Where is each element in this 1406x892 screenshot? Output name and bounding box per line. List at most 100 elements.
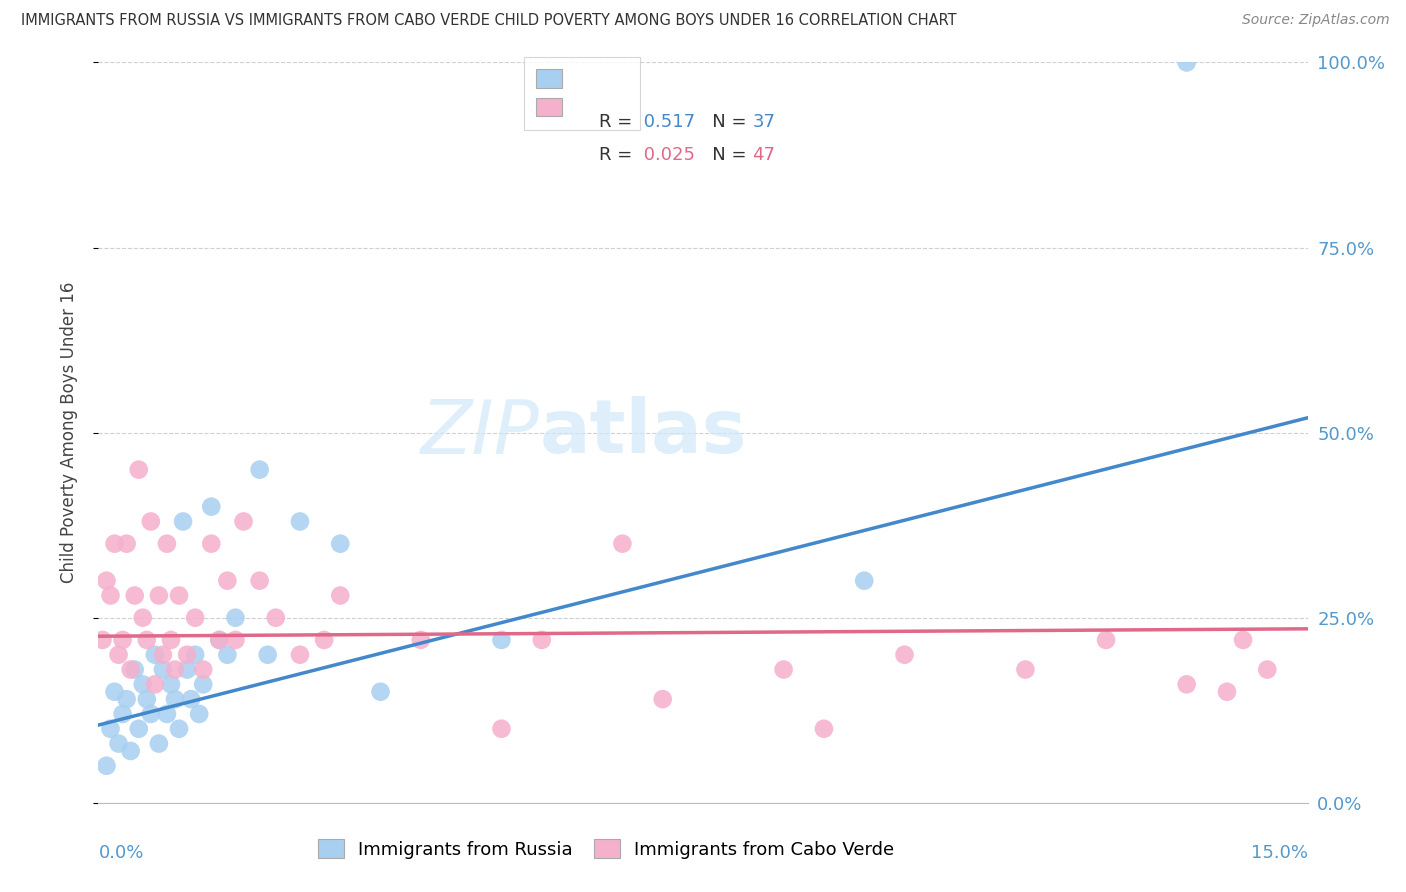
Point [530,632,553,647]
Point [651,692,673,706]
Point [163,663,186,677]
Text: 0.517: 0.517 [638,113,696,131]
Point [1175,55,1198,70]
Point [167,589,190,603]
Point [893,648,915,662]
Text: 15.0%: 15.0% [1250,844,1308,862]
Point [224,632,246,647]
Point [100,722,122,736]
Point [370,685,392,699]
Point [193,677,215,691]
Legend: Immigrants from Russia, Immigrants from Cabo Verde: Immigrants from Russia, Immigrants from … [309,830,903,868]
Point [120,663,142,677]
Point [217,574,239,588]
Point [180,692,202,706]
Point [288,648,311,662]
Point [139,515,162,529]
Point [111,632,134,647]
Point [100,589,122,603]
Point [1216,685,1239,699]
Text: 0.025: 0.025 [638,146,695,164]
Text: 47: 47 [752,146,776,164]
Point [184,610,207,624]
Point [91,632,114,647]
Point [249,462,271,476]
Text: R =: R = [599,113,638,131]
Text: R =: R = [599,146,638,164]
Point [193,663,215,677]
Point [1175,677,1198,691]
Point [103,536,125,550]
Point [135,692,157,706]
Point [853,574,876,588]
Point [176,648,198,662]
Point [208,632,231,647]
Point [329,589,352,603]
Point [772,663,794,677]
Point [208,632,231,647]
Point [107,737,129,751]
Point [172,515,194,529]
Point [148,737,170,751]
Point [111,706,134,721]
Point [167,722,190,736]
Point [124,663,146,677]
Point [329,536,352,550]
Point [128,462,150,476]
Point [1014,663,1036,677]
Text: ZIP: ZIP [420,397,540,468]
Text: N =: N = [696,113,752,131]
Point [156,536,179,550]
Point [96,758,118,772]
Point [163,692,186,706]
Point [314,632,336,647]
Point [115,536,138,550]
Point [107,648,129,662]
Point [232,515,254,529]
Text: 37: 37 [752,113,776,131]
Point [491,632,513,647]
Point [184,648,207,662]
Point [143,648,166,662]
Text: atlas: atlas [540,396,747,469]
Point [152,648,174,662]
Point [612,536,634,550]
Point [148,589,170,603]
Point [1256,663,1278,677]
Point [120,744,142,758]
Point [249,574,271,588]
Text: 0.0%: 0.0% [98,844,143,862]
Point [813,722,835,736]
Y-axis label: Child Poverty Among Boys Under 16: Child Poverty Among Boys Under 16 [59,282,77,583]
Point [264,610,287,624]
Text: N =: N = [695,146,752,164]
Point [132,610,155,624]
Point [1232,632,1254,647]
Text: Source: ZipAtlas.com: Source: ZipAtlas.com [1241,13,1389,28]
Point [139,706,162,721]
Point [188,706,211,721]
Point [96,574,118,588]
Point [288,515,311,529]
Point [103,685,125,699]
Point [256,648,278,662]
Point [143,677,166,691]
Point [491,722,513,736]
Point [409,632,432,647]
Point [217,648,239,662]
Point [200,500,222,514]
Point [160,677,183,691]
Point [200,536,222,550]
Point [124,589,146,603]
Point [1095,632,1118,647]
Point [160,632,183,647]
Point [132,677,155,691]
Point [135,632,157,647]
Text: IMMIGRANTS FROM RUSSIA VS IMMIGRANTS FROM CABO VERDE CHILD POVERTY AMONG BOYS UN: IMMIGRANTS FROM RUSSIA VS IMMIGRANTS FRO… [21,13,956,29]
Point [152,663,174,677]
Point [224,610,246,624]
Point [115,692,138,706]
Point [156,706,179,721]
Point [176,663,198,677]
Point [128,722,150,736]
